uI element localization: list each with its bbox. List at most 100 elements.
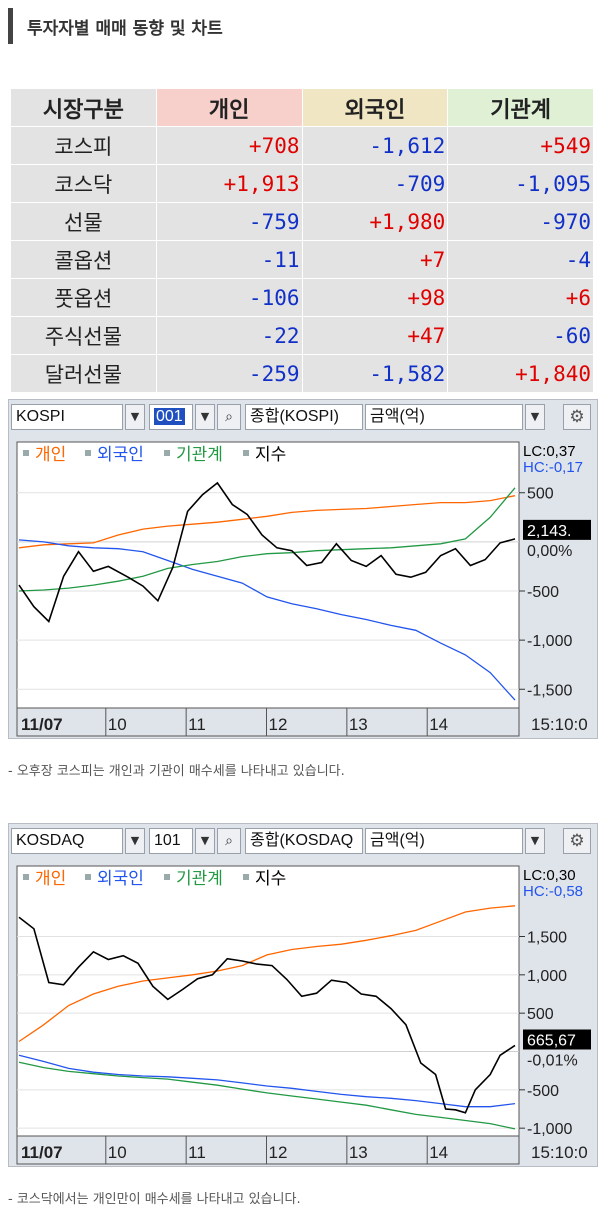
plot-area bbox=[16, 865, 520, 1137]
table-row: 코스닥 +1,913 -709 -1,095 bbox=[10, 164, 594, 203]
hc-label: HC:-0,58 bbox=[523, 883, 583, 900]
net-amount-cell: -1,582 bbox=[301, 354, 449, 393]
unit-select[interactable]: 금액(억) bbox=[365, 404, 523, 430]
chevron-down-icon[interactable]: ▼ bbox=[195, 828, 215, 854]
legend-marker bbox=[23, 874, 29, 880]
index-number-select[interactable]: 101 bbox=[149, 828, 193, 854]
time-label: 15:10:0 bbox=[531, 1143, 588, 1162]
date-label: 11/07 bbox=[21, 715, 63, 734]
kosdaq-chart-panel: KOSDAQ ▼ 101 ▼ ⌕ 종합(KOSDAQ 금액(억) ▼ ⚙ 1,5… bbox=[8, 823, 598, 1167]
market-name-cell: 콜옵션 bbox=[10, 240, 157, 279]
kospi-chart-panel: KOSPI ▼ 001 ▼ ⌕ 종합(KOSPI) 금액(억) ▼ ⚙ 500 -… bbox=[8, 399, 598, 739]
net-amount-cell: -22 bbox=[155, 316, 303, 355]
market-code-select[interactable]: KOSDAQ bbox=[11, 828, 123, 854]
index-name-field: 종합(KOSPI) bbox=[245, 404, 363, 430]
legend-label: 지수 bbox=[255, 445, 286, 465]
lc-label: LC:0,30 bbox=[523, 867, 576, 884]
legend-marker bbox=[85, 450, 91, 456]
legend-label: 외국인 bbox=[97, 869, 144, 889]
index-value-box bbox=[523, 519, 591, 540]
net-amount-cell: +708 bbox=[155, 126, 303, 165]
index-number-select[interactable]: 001 bbox=[149, 404, 193, 430]
search-icon[interactable]: ⌕ bbox=[217, 828, 241, 854]
net-amount-cell: +549 bbox=[447, 126, 594, 165]
net-amount-cell: +1,913 bbox=[155, 164, 303, 203]
legend-marker bbox=[243, 874, 249, 880]
market-name-cell: 풋옵션 bbox=[10, 278, 157, 317]
y-tick-label: 500 bbox=[527, 1006, 554, 1023]
y-tick-label: 1,000 bbox=[527, 968, 567, 985]
table-row: 달러선물 -259 -1,582 +1,840 bbox=[10, 354, 594, 393]
table-header-row: 시장구분 개인 외국인 기관계 bbox=[10, 88, 594, 127]
net-amount-cell: -1,095 bbox=[447, 164, 594, 203]
y-tick-label: -500 bbox=[527, 584, 559, 601]
lc-label: LC:0,37 bbox=[523, 443, 576, 460]
unit-select[interactable]: 금액(억) bbox=[365, 828, 523, 854]
legend-label: 개인 bbox=[35, 445, 66, 465]
index-change: -0,01% bbox=[527, 1053, 578, 1070]
y-tick-label: -1,500 bbox=[527, 682, 572, 699]
kospi-caption: - 오후장 코스피는 개인과 기관이 매수세를 나타내고 있습니다. bbox=[8, 764, 345, 779]
net-amount-cell: -11 bbox=[155, 240, 303, 279]
x-tick-label: 13 bbox=[349, 715, 368, 734]
index-name-field: 종합(KOSDAQ bbox=[245, 828, 363, 854]
x-tick-label: 14 bbox=[429, 715, 448, 734]
net-amount-cell: -759 bbox=[155, 202, 303, 241]
net-amount-cell: +1,980 bbox=[301, 202, 449, 241]
chevron-down-icon[interactable]: ▼ bbox=[525, 404, 545, 430]
kosdaq-investor-chart: 1,500 1,000 500 -500 -1,000 개인 외국인 기관계 지수 LC:0,30… bbox=[9, 858, 597, 1166]
x-tick-label: 14 bbox=[429, 1143, 448, 1162]
y-tick-label: 1,500 bbox=[527, 930, 567, 947]
page-title: 투자자별 매매 동향 및 차트 bbox=[8, 8, 223, 44]
x-tick-label: 11 bbox=[188, 715, 206, 734]
gear-icon[interactable]: ⚙ bbox=[563, 404, 591, 430]
chevron-down-icon[interactable]: ▼ bbox=[195, 404, 215, 430]
market-name-cell: 선물 bbox=[10, 202, 157, 241]
net-amount-cell: +1,840 bbox=[447, 354, 594, 393]
net-amount-cell: -709 bbox=[301, 164, 449, 203]
chevron-down-icon[interactable]: ▼ bbox=[525, 828, 545, 854]
series-line-foreign bbox=[18, 1054, 516, 1108]
time-label: 15:10:0 bbox=[531, 715, 588, 734]
index-change: 0,00% bbox=[527, 543, 572, 560]
table-row: 주식선물 -22 +47 -60 bbox=[10, 316, 594, 355]
series-line-institution bbox=[18, 487, 516, 592]
series-line-institution bbox=[18, 1061, 516, 1130]
net-amount-cell: -4 bbox=[447, 240, 594, 279]
legend-label: 지수 bbox=[255, 869, 286, 889]
index-number-value: 001 bbox=[154, 408, 185, 425]
chevron-down-icon[interactable]: ▼ bbox=[125, 828, 145, 854]
index-value: 2,143. bbox=[527, 523, 571, 540]
header-individual: 개인 bbox=[155, 88, 303, 127]
series-line-individual bbox=[18, 495, 516, 549]
x-axis-band bbox=[16, 1135, 520, 1165]
y-tick-label: -500 bbox=[527, 1083, 559, 1100]
market-name-cell: 달러선물 bbox=[10, 354, 157, 393]
legend-label: 외국인 bbox=[97, 445, 144, 465]
legend-marker bbox=[164, 450, 170, 456]
hc-label: HC:-0,17 bbox=[523, 459, 583, 476]
table-row: 풋옵션 -106 +98 +6 bbox=[10, 278, 594, 317]
header-foreign: 외국인 bbox=[301, 88, 449, 127]
gear-icon[interactable]: ⚙ bbox=[563, 828, 591, 854]
legend-marker bbox=[243, 450, 249, 456]
market-code-select[interactable]: KOSPI bbox=[11, 404, 123, 430]
legend-label: 기관계 bbox=[176, 445, 223, 465]
series-line-index bbox=[18, 916, 516, 1114]
y-tick-label: 500 bbox=[527, 486, 554, 503]
legend-marker bbox=[164, 874, 170, 880]
net-amount-cell: -1,612 bbox=[301, 126, 449, 165]
chart-toolbar: KOSPI ▼ 001 ▼ ⌕ 종합(KOSPI) 금액(억) ▼ ⚙ bbox=[11, 402, 595, 432]
chevron-down-icon[interactable]: ▼ bbox=[125, 404, 145, 430]
net-amount-cell: +6 bbox=[447, 278, 594, 317]
header-institution: 기관계 bbox=[447, 88, 594, 127]
net-amount-cell: -259 bbox=[155, 354, 303, 393]
series-line-index bbox=[18, 481, 516, 623]
net-amount-cell: +98 bbox=[301, 278, 449, 317]
table-row: 코스피 +708 -1,612 +549 bbox=[10, 126, 594, 165]
search-icon[interactable]: ⌕ bbox=[217, 404, 241, 430]
x-axis-band bbox=[16, 707, 520, 737]
market-name-cell: 코스닥 bbox=[10, 164, 157, 203]
y-tick-label: -1,000 bbox=[527, 633, 572, 650]
legend-label: 기관계 bbox=[176, 869, 223, 889]
